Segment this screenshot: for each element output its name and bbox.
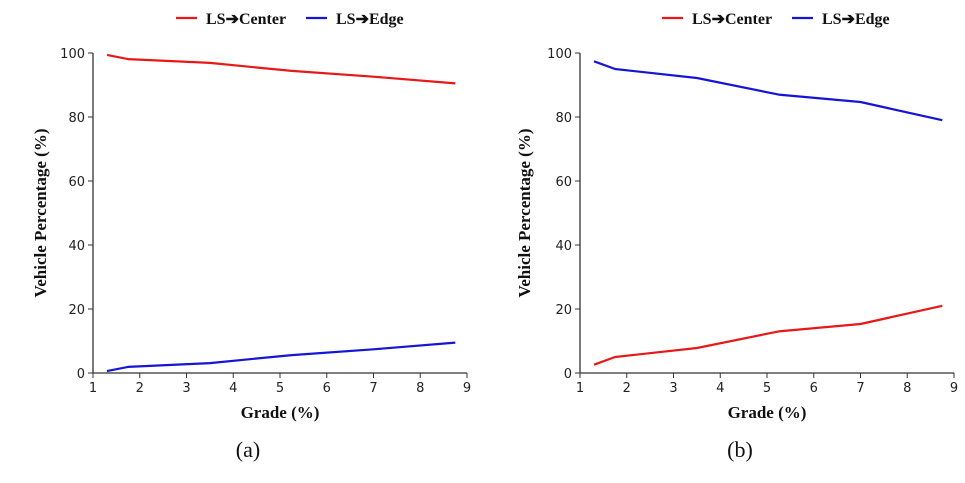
- x-tick-label: 2: [623, 381, 631, 396]
- x-tick-label: 3: [182, 381, 190, 396]
- panel-caption: (b): [727, 437, 753, 462]
- panel-caption: (a): [236, 437, 260, 462]
- x-tick-label: 9: [950, 381, 958, 396]
- y-tick-label: 0: [77, 367, 85, 382]
- chart-panel-a: 1 2 3 4 5 6 7 8 9 0 20 40 60 80 100 Grade (%) Vehicle Pe…: [31, 11, 471, 462]
- x-tick-label: 7: [369, 381, 377, 396]
- legend-label: LS➔Center: [692, 11, 772, 28]
- y-tick-label: 80: [68, 111, 85, 126]
- series-line-edge: [106, 341, 456, 373]
- x-tick-label: 4: [716, 381, 724, 396]
- x-tick-label: 6: [323, 381, 331, 396]
- legend-label: LS➔Center: [206, 11, 286, 28]
- x-tick-label: 1: [576, 381, 584, 396]
- y-tick-label: 80: [555, 111, 572, 126]
- y-tick-label: 100: [60, 47, 85, 62]
- x-tick-label: 4: [229, 381, 237, 396]
- y-axis-label: Vehicle Percentage (%): [31, 129, 50, 298]
- series-line-edge: [593, 60, 943, 122]
- y-tick-label: 20: [68, 303, 85, 318]
- legend-label: LS➔Edge: [822, 11, 890, 28]
- y-tick-label: 100: [547, 47, 572, 62]
- x-tick-label: 6: [810, 381, 818, 396]
- y-tick-label: 20: [555, 303, 572, 318]
- x-tick-label: 5: [276, 381, 284, 396]
- x-axis-label: Grade (%): [728, 403, 807, 422]
- y-tick-label: 40: [555, 239, 572, 254]
- y-tick-label: 60: [555, 175, 572, 190]
- x-tick-label: 8: [903, 381, 911, 396]
- y-tick-label: 60: [68, 175, 85, 190]
- x-tick-label: 9: [463, 381, 471, 396]
- x-tick-label: 8: [416, 381, 424, 396]
- x-tick-label: 7: [856, 381, 864, 396]
- series-line-center: [106, 53, 456, 85]
- y-axis-label: Vehicle Percentage (%): [515, 129, 534, 298]
- x-tick-label: 1: [89, 381, 97, 396]
- legend-label: LS➔Edge: [336, 11, 404, 28]
- x-axis-label: Grade (%): [241, 403, 320, 422]
- y-tick-label: 0: [564, 367, 572, 382]
- series-line-center: [593, 304, 943, 366]
- x-tick-label: 3: [669, 381, 677, 396]
- y-tick-label: 40: [68, 239, 85, 254]
- x-tick-label: 5: [763, 381, 771, 396]
- chart-panel-b: 1 2 3 4 5 6 7 8 9 0 20 40 60 80 100 Grade (%) Vehicle Pe…: [515, 11, 958, 462]
- x-tick-label: 2: [136, 381, 144, 396]
